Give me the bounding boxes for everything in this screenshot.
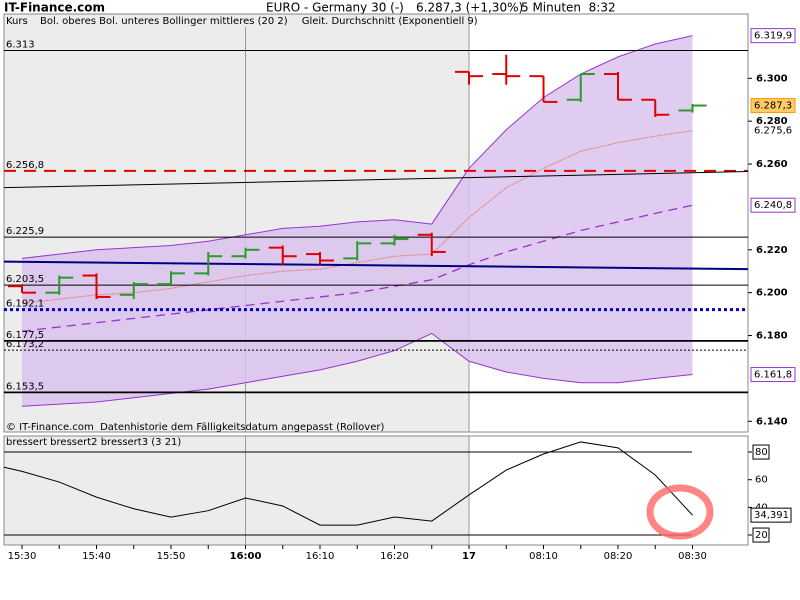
y-tick-label: 6.200 (756, 288, 788, 299)
x-tick-label: 08:30 (678, 551, 707, 562)
x-tick-label: 16:10 (306, 551, 335, 562)
value-box-label: 6.240,8 (754, 200, 792, 211)
legend-entry: Gleit. Durchschnitt (Exponentiell 9) (302, 16, 478, 27)
tick-box (752, 527, 770, 543)
x-tick-label: 16:20 (380, 551, 409, 562)
x-tick-label: 15:40 (82, 551, 111, 562)
x-tick-label: 16:00 (230, 551, 262, 562)
tick-box (752, 444, 770, 460)
plot-layer: 6.313 6.256,8 6.225,9 6.203,5 6.192,1 6.177,5… (3, 14, 796, 562)
legend-bg (5, 437, 165, 448)
y-tick-label: 20 (755, 530, 768, 541)
y-tick-label: 60 (755, 475, 768, 486)
highlight-circle (646, 484, 714, 540)
level-label: 6.256,8 (6, 160, 44, 171)
x-tick-label: 15:30 (8, 551, 37, 562)
bollinger-lower (21, 332, 693, 407)
x-tick-label: 17 (462, 551, 476, 562)
y-tick-label: 6.260 (756, 159, 788, 170)
session-shade (4, 436, 470, 545)
level-label: 6.173,2 (6, 339, 44, 350)
panel-label: bressert bressert2 bressert3 (3 21) (6, 437, 181, 448)
panel-label: Kurs (6, 16, 28, 27)
legend-entry: Bol. oberes Bol. unteres Bollinger mittl… (40, 16, 288, 27)
x-tick-label: 08:10 (529, 551, 558, 562)
legend-bg (5, 15, 465, 27)
x-tick-label: 08:20 (604, 551, 633, 562)
value-box-label: 6.161,8 (754, 370, 792, 381)
level-label: 6.203,5 (6, 274, 44, 285)
value-box (750, 367, 796, 383)
indicator-line (3, 441, 693, 526)
value-box (750, 28, 796, 44)
value-box-label: 6.319,9 (754, 31, 792, 42)
level-label: 6.177,5 (6, 330, 44, 341)
y-tick-label: 6.280 (756, 116, 788, 127)
x-tick-label: 15:50 (157, 551, 186, 562)
trend-line (3, 171, 749, 189)
footer-note: © IT-Finance.com Datenhistorie dem Fälli… (6, 422, 384, 433)
value-box-label: 6.287,3 (754, 101, 792, 112)
y-tick-label: 6.180 (756, 331, 788, 342)
value-box (750, 507, 792, 523)
y-tick-label: 6.220 (756, 245, 788, 256)
value-box-label: 6.275,6 (754, 126, 792, 137)
level-label: 6.153,5 (6, 381, 44, 392)
y-tick-label: 6.300 (756, 73, 788, 84)
level-label: 6.192,1 (6, 299, 44, 310)
trend-line (3, 260, 749, 271)
value-box (750, 197, 796, 213)
site-name: IT-Finance.com (4, 1, 105, 15)
bollinger-area (22, 35, 693, 407)
interval: 5 Minuten 8:32 (521, 1, 616, 15)
instrument: EURO - Germany 30 (-) (266, 1, 404, 15)
level-label: 6.313 (6, 39, 35, 50)
value-box (750, 98, 796, 114)
bollinger-middle (21, 204, 693, 332)
value-box-label: 34,391 (754, 510, 789, 521)
y-tick-label: 80 (755, 447, 768, 458)
y-tick-label: 6.140 (756, 416, 788, 427)
quote: 6.287,3 (+1,30%) (416, 1, 523, 15)
level-label: 6.225,9 (6, 226, 44, 237)
